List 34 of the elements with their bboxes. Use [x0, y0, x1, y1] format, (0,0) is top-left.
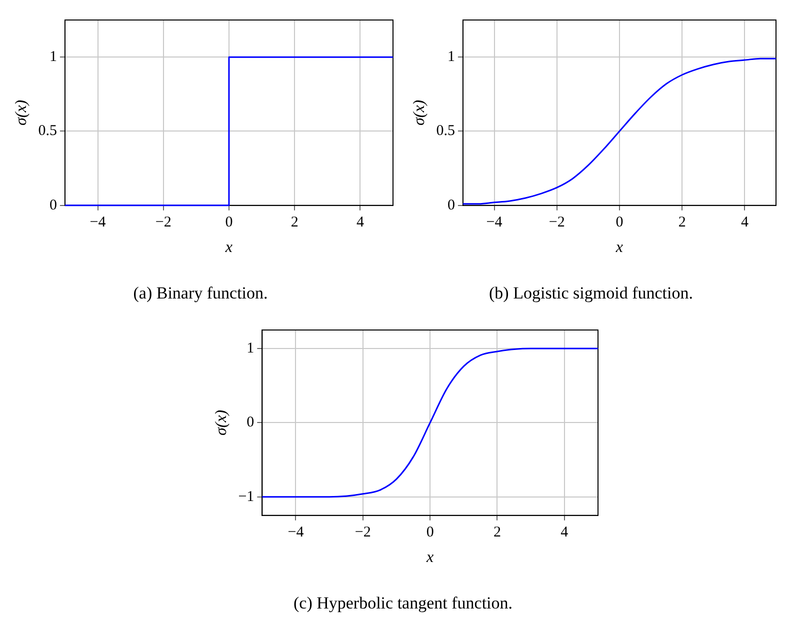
y-tick-label: 0.5: [38, 123, 57, 140]
y-axis-title: σ(x): [12, 100, 30, 126]
x-axis-title: x: [426, 549, 434, 566]
x-axis-title: x: [224, 239, 233, 256]
y-tick-label: −1: [238, 488, 254, 505]
x-tick-label: 0: [616, 214, 624, 230]
y-axis-title: σ(x): [410, 100, 428, 126]
x-tick-label: −2: [155, 214, 172, 230]
y-tick-label: 1: [246, 340, 254, 356]
y-tick-label: 0: [447, 197, 455, 214]
y-tick-label: 0: [246, 414, 254, 431]
text: (a) Binary function.: [133, 283, 268, 302]
y-tick-label: 0.5: [436, 123, 455, 140]
x-tick-label: 4: [560, 524, 569, 540]
x-tick-label: 4: [740, 214, 749, 230]
x-tick-label: −4: [90, 214, 106, 230]
x-tick-label: 0: [225, 214, 233, 230]
x-tick-label: 4: [356, 214, 364, 230]
x-tick-label: −4: [288, 524, 304, 540]
x-tick-label: −2: [548, 214, 565, 230]
line-series: [261, 348, 599, 498]
x-tick-label: −4: [486, 214, 503, 230]
y-tick-label: 1: [447, 49, 455, 66]
y-tick-label: 0: [49, 197, 57, 214]
text: (b) Logistic sigmoid function.: [489, 283, 693, 302]
x-tick-label: 2: [678, 214, 686, 230]
x-tick-label: −2: [354, 524, 371, 540]
x-tick-label: 2: [290, 214, 298, 230]
y-axis-title: σ(x): [212, 410, 230, 436]
text: (c) Hyperbolic tangent function.: [293, 593, 513, 612]
x-axis-title: x: [614, 239, 624, 256]
x-tick-label: 2: [494, 524, 501, 540]
y-tick-label: 1: [49, 49, 57, 66]
x-tick-label: 0: [426, 524, 434, 540]
